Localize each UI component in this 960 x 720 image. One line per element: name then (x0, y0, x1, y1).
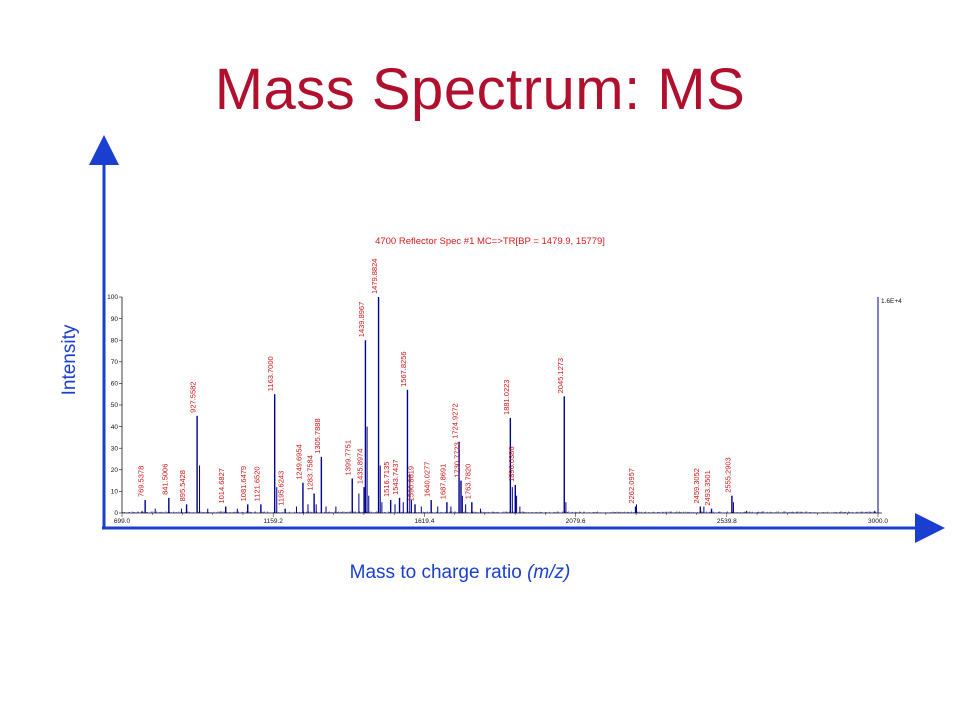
spectrum-baseline-noise (122, 511, 876, 513)
scale-marker-label: 1.6E+4 (881, 298, 902, 305)
peak-label: 2493.3501 (703, 470, 712, 505)
y-tick-label: 80 (111, 337, 119, 344)
peak-label: 1567.8256 (399, 351, 408, 386)
peak-label: 1590.8619 (407, 466, 416, 501)
peak-label: 1439.8967 (357, 302, 366, 337)
peak-label: 1014.6827 (217, 468, 226, 503)
peak-label: 1435.8974 (356, 449, 365, 484)
y-tick-label: 90 (111, 316, 119, 323)
y-tick-label: 70 (111, 359, 119, 366)
peak-label: 1640.0277 (423, 462, 432, 497)
peak-label: 1543.7437 (391, 459, 400, 494)
peak-label: 1399.7751 (344, 440, 353, 475)
peak-label: 1163.7000 (266, 356, 275, 391)
peak-label: 1121.6520 (252, 466, 261, 501)
peak-label: 895.5428 (178, 470, 187, 501)
peak-label: 769.5378 (137, 466, 146, 497)
x-tick-label: 1619.4 (414, 518, 434, 525)
y-tick-label: 30 (111, 445, 119, 452)
y-tick-label: 60 (111, 381, 119, 388)
y-tick-label: 10 (111, 489, 119, 496)
peak-label: 841.5006 (160, 464, 169, 495)
x-tick-label: 3000.0 (868, 518, 888, 525)
peak-label: 2555.2903 (723, 457, 732, 492)
y-tick-label: 50 (111, 402, 119, 409)
peak-label: 1249.6954 (294, 444, 303, 479)
slide-title: Mass Spectrum: MS (214, 57, 746, 122)
y-tick-label: 40 (111, 424, 119, 431)
x-tick-label: 2539.8 (717, 518, 737, 525)
peak-label: 1687.8691 (438, 464, 447, 499)
peak-label: 1896.0386 (507, 446, 516, 481)
y-tick-label: 20 (111, 467, 119, 474)
peak-label: 1881.0223 (502, 380, 511, 415)
mz-axis-label-main: Mass to charge ratio (349, 562, 528, 583)
peak-label: 1730.7723 (452, 442, 461, 477)
mz-axis-label-unit: (m/z) (527, 562, 571, 583)
peak-label: 1283.7584 (306, 455, 315, 490)
peak-label: 1724.9272 (451, 403, 460, 438)
y-tick-label: 0 (114, 510, 118, 517)
peak-label: 2459.3052 (692, 468, 701, 503)
x-tick-label: 699.0 (114, 518, 131, 525)
peak-label: 1763.7820 (463, 464, 472, 499)
peak-label: 2262.0957 (627, 468, 636, 503)
spectrum-title: 4700 Reflector Spec #1 MC=>TR[BP = 1479.… (375, 236, 605, 247)
mz-axis-label: Mass to charge ratio (m/z) (200, 562, 720, 584)
peak-label: 1195.6243 (277, 471, 286, 506)
y-tick-label: 100 (107, 294, 118, 301)
peak-label: 1516.7135 (382, 462, 391, 497)
x-tick-label: 2079.6 (566, 518, 586, 525)
peak-label: 927.5582 (189, 382, 198, 413)
peak-label: 1081.6479 (239, 466, 248, 501)
peak-label: 1479.8824 (370, 259, 379, 294)
x-tick-label: 1159.2 (263, 518, 283, 525)
peak-label: 2045.1273 (556, 358, 565, 393)
peak-label: 1305.7888 (313, 418, 322, 453)
